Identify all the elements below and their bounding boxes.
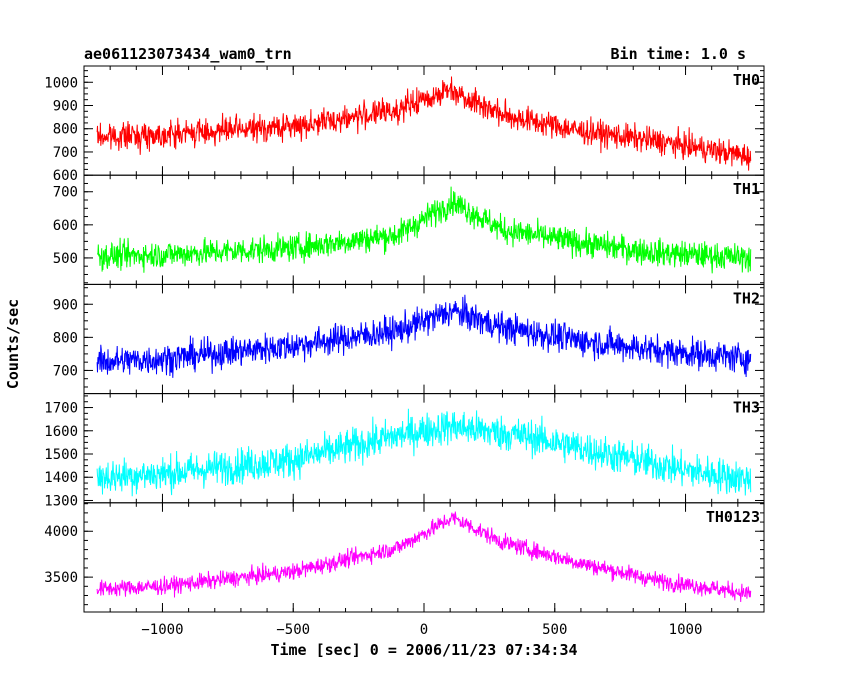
y-tick-label: 1000: [44, 75, 78, 91]
y-tick-label: 700: [53, 145, 78, 161]
x-tick-label: 500: [542, 622, 567, 638]
series-line-th0123: [96, 511, 752, 603]
series-line-th0: [96, 76, 752, 171]
panel-frame: [83, 502, 765, 613]
y-tick-label: 600: [53, 218, 78, 234]
y-tick-label: 3500: [44, 570, 78, 586]
y-axis-label: Counts/sec: [4, 299, 22, 389]
series-line-th2: [96, 294, 752, 378]
panel-frame: [83, 283, 765, 395]
y-tick-label: 900: [53, 297, 78, 313]
x-axis-label: Time [sec] 0 = 2006/11/23 07:34:34: [270, 641, 577, 659]
y-tick-label: 800: [53, 330, 78, 346]
y-tick-label: 900: [53, 98, 78, 114]
x-tick-labels: −1000 −500 0 500 1000: [141, 622, 702, 638]
y-tick-label: 1400: [44, 470, 78, 486]
panel-name: TH1: [733, 180, 760, 198]
y-tick-label: 1300: [44, 493, 78, 509]
panel-th0123: 3500 4000 TH0123: [44, 502, 765, 613]
bin-time-label: Bin time: 1.0 s: [611, 45, 746, 63]
panel-name: TH2: [733, 289, 760, 307]
y-tick-label: 1500: [44, 447, 78, 463]
panel-th1: 500 600 700 TH1: [53, 174, 765, 285]
x-tick-label: 0: [420, 622, 428, 638]
y-tick-label: 700: [53, 363, 78, 379]
series-line-th1: [96, 186, 752, 274]
y-tick-label: 500: [53, 251, 78, 267]
panel-name: TH0123: [706, 508, 760, 526]
y-tick-label: 1700: [44, 401, 78, 417]
y-tick-label: 4000: [44, 524, 78, 540]
x-tick-label: −500: [276, 622, 310, 638]
x-tick-label: −1000: [141, 622, 183, 638]
panel-frame: [83, 174, 765, 285]
y-tick-label: 1600: [44, 424, 78, 440]
panel-th2: 700 800 900 TH2: [53, 283, 765, 395]
x-tick-label: 1000: [669, 622, 703, 638]
chart-title: ae061123073434_wam0_trn: [84, 45, 292, 63]
y-tick-label: 800: [53, 122, 78, 138]
y-tick-label: 600: [53, 168, 78, 184]
panel-name: TH3: [733, 399, 760, 417]
panel-th0: 600 700 800 900 1000 TH0: [44, 65, 765, 184]
series-line-th3: [96, 408, 752, 497]
y-tick-label: 700: [53, 185, 78, 201]
panel-frame: [83, 393, 765, 504]
panel-th3: 1300 1400 1500 1600 1700 TH3: [44, 393, 765, 509]
panel-name: TH0: [733, 71, 760, 89]
